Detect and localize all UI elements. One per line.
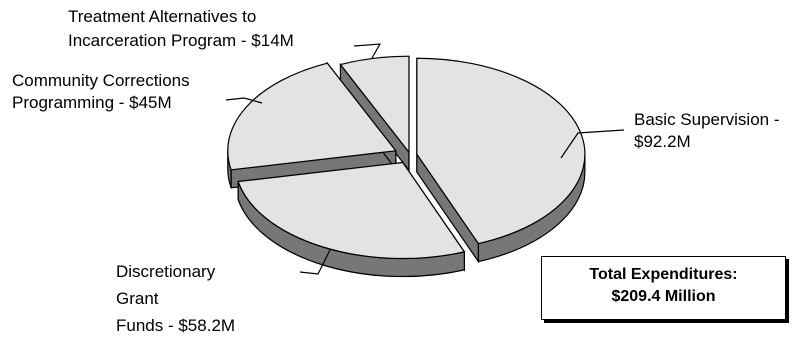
leader-lines [225,43,625,275]
label-line-community-corrections-programming-0: Community Corrections [12,71,190,90]
slice-top-basic-supervision [416,57,586,245]
label-line-treatment-alternatives-to-incarceration-program-1: Incarceration Program - $14M [68,31,294,50]
slice-top-community-corrections-programming [227,62,397,171]
total-expenditures-value: $209.4 Million [611,288,716,305]
label-discretionary-grant-funds: Discretionary Grant Funds - $58.2M [116,262,235,335]
slice-top-discretionary-grant-funds [237,161,466,260]
label-line-discretionary-grant-funds-1: Grant [116,289,159,308]
label-line-discretionary-grant-funds-2: Funds - $58.2M [116,316,235,335]
label-line-treatment-alternatives-to-incarceration-program-0: Treatment Alternatives to [68,7,256,26]
label-line-community-corrections-programming-1: Programming - $45M [12,93,172,112]
slice-basic-supervision [416,57,586,264]
label-line-discretionary-grant-funds-0: Discretionary [116,262,216,281]
pie-slices [227,55,586,278]
leader-line-discretionary-grant-funds [299,249,331,275]
label-line-basic-supervision-0: Basic Supervision - [634,110,780,129]
slice-labels: Basic Supervision - $92.2M Discretionary Gr… [12,7,780,335]
slice-discretionary-grant-funds [237,160,466,278]
slice-treatment-alternatives-to-incarceration-program [339,55,410,172]
label-treatment-alternatives-to-incarceration-program: Treatment Alternatives to Incarceration P… [68,7,294,50]
label-line-basic-supervision-1: $92.2M [634,132,691,151]
total-expenditures-box: Total Expenditures: $209.4 Million [541,256,786,320]
slice-top-treatment-alternatives-to-incarceration-program [339,55,410,154]
leader-line-treatment-alternatives-to-incarceration-program [353,43,382,59]
leader-line-basic-supervision [560,129,625,159]
label-basic-supervision: Basic Supervision - $92.2M [634,110,780,151]
leader-line-community-corrections-programming [225,97,263,104]
label-community-corrections-programming: Community Corrections Programming - $45M [12,71,190,112]
total-expenditures-label: Total Expenditures: [589,266,738,283]
